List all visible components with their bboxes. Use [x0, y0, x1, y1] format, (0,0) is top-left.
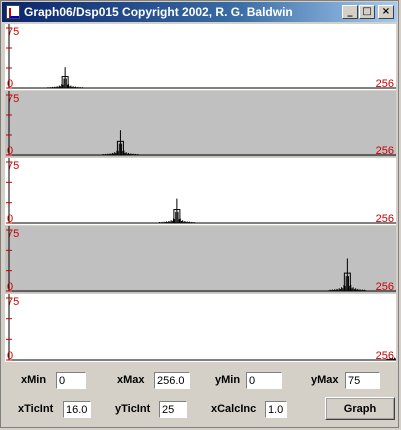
graph-panel-1-plot: 75 0 256: [5, 24, 396, 90]
x-max-label: 256: [376, 213, 394, 225]
panel-background: [5, 158, 396, 225]
y-max-label: 75: [7, 228, 19, 240]
y-min-label: 0: [7, 281, 13, 293]
peak-outline: [343, 272, 351, 292]
close-button[interactable]: ×: [378, 5, 394, 19]
x-max-label: 256: [376, 350, 394, 362]
yticint-input[interactable]: [159, 401, 187, 418]
ymin-input[interactable]: [246, 372, 282, 389]
window-title: Graph06/Dsp015 Copyright 2002, R. G. Bal…: [24, 5, 293, 19]
xcalcinc-label: xCalcInc: [211, 403, 257, 415]
graph-panel-5: 75 0 256: [5, 294, 396, 362]
peak-outline: [61, 76, 69, 89]
ymax-input[interactable]: [345, 372, 380, 389]
minimize-button[interactable]: _: [342, 5, 358, 19]
peak-outline: [116, 140, 124, 156]
x-max-label: 256: [376, 281, 394, 293]
graph-panel-1: 75 0 256: [5, 24, 396, 90]
ymin-label: yMin: [215, 374, 241, 386]
x-max-label: 256: [376, 145, 394, 157]
y-max-label: 75: [7, 160, 19, 172]
y-min-label: 0: [7, 213, 13, 225]
y-max-label: 75: [7, 93, 19, 105]
graph-panel-4: 75 0 256: [5, 226, 396, 293]
graph-panel-2-plot: 75 0 256: [5, 91, 396, 157]
xmax-label: xMax: [117, 374, 145, 386]
xmin-label: xMin: [21, 374, 47, 386]
maximize-button[interactable]: □: [359, 5, 375, 19]
y-max-label: 75: [7, 26, 19, 38]
y-min-label: 0: [7, 78, 13, 90]
ymax-label: yMax: [311, 374, 339, 386]
peak-outline: [173, 209, 181, 224]
graph-panel-3: 75 0 256: [5, 158, 396, 225]
panel-background: [5, 91, 396, 157]
xcalcinc-input[interactable]: [265, 401, 287, 418]
xticint-input[interactable]: [63, 401, 91, 418]
graph-button[interactable]: Graph: [325, 397, 395, 420]
graph-panel-2: 75 0 256: [5, 91, 396, 157]
y-min-label: 0: [7, 145, 13, 157]
panel-background: [5, 24, 396, 90]
graph-panel-4-plot: 75 0 256: [5, 226, 396, 293]
controls-panel: xMin xMax yMin yMax xTicInt yTicInt xCal…: [5, 366, 397, 426]
title-bar[interactable]: Graph06/Dsp015 Copyright 2002, R. G. Bal…: [2, 2, 397, 22]
graph-area: 75 0 256 75 0 256 75 0 256 75 0 256 75 0 256: [5, 24, 396, 366]
y-min-label: 0: [7, 350, 13, 362]
x-max-label: 256: [376, 78, 394, 90]
xmin-input[interactable]: [56, 372, 86, 389]
graph-panel-5-plot: 75 0 256: [5, 294, 396, 362]
xticint-label: xTicInt: [18, 403, 54, 415]
java-app-icon[interactable]: [6, 5, 20, 19]
y-max-label: 75: [7, 296, 19, 308]
panel-background: [5, 226, 396, 293]
panel-background: [5, 294, 396, 362]
xmax-input[interactable]: [154, 372, 190, 389]
graph-panel-3-plot: 75 0 256: [5, 158, 396, 225]
yticint-label: yTicInt: [115, 403, 151, 415]
